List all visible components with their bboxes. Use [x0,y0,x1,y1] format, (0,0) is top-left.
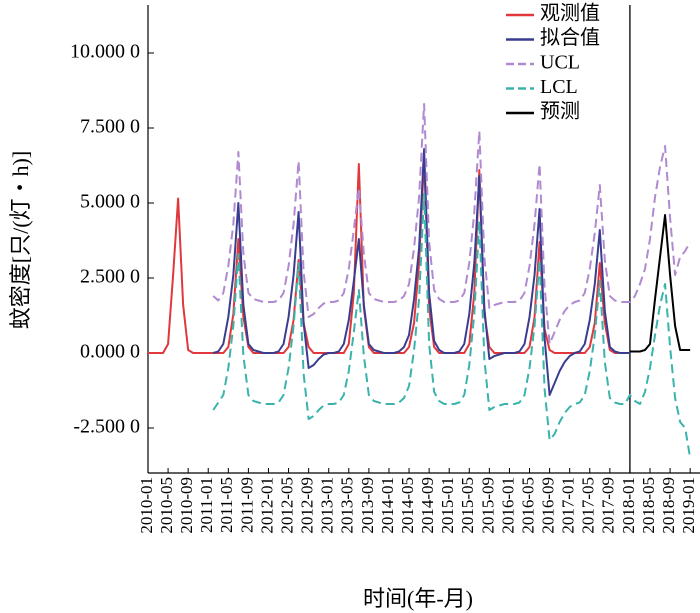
y-tick-label: -2.500 0 [73,416,140,438]
x-tick-label: 2012-01 [257,477,276,534]
series-line [629,214,691,353]
x-tick-label: 2018-05 [639,477,658,534]
x-tick-label: 2011-05 [217,477,236,533]
x-tick-label: 2010-05 [157,477,176,534]
x-tick-label: 2018-09 [659,477,678,534]
x-tick-label: 2016-05 [518,477,537,534]
series-line [212,103,692,345]
legend-label: 预测 [540,100,580,123]
x-tick-label: 2016-01 [498,477,517,534]
x-tick-label: 2015-01 [438,477,457,534]
x-tick-label: 2010-09 [177,477,196,534]
y-tick-label: 0.000 0 [80,341,140,363]
y-axis-label: 蚊密度[只/(灯・h)] [8,151,33,329]
y-tick-label: 7.500 0 [80,116,140,138]
x-tick-label: 2019-01 [679,477,698,534]
x-axis-label: 时间(年-月) [363,586,473,611]
x-tick-label: 2014-05 [398,477,417,534]
legend-label: UCL [540,52,580,74]
x-tick-label: 2013-01 [318,477,337,534]
x-tick-label: 2010-01 [137,477,156,534]
x-tick-label: 2012-05 [277,477,296,534]
x-tick-label: 2018-01 [619,477,638,534]
y-tick-label: 2.500 0 [80,266,140,288]
legend-label: 拟合值 [540,26,600,49]
x-tick-label: 2012-09 [298,477,317,534]
x-tick-label: 2015-09 [478,477,497,534]
x-tick-label: 2013-05 [338,477,357,534]
series-line [212,148,630,396]
x-tick-label: 2015-05 [458,477,477,534]
x-tick-label: 2016-09 [539,477,558,534]
x-tick-label: 2017-09 [599,477,618,534]
y-tick-label: 5.000 0 [80,191,140,213]
x-tick-label: 2013-09 [358,477,377,534]
x-tick-label: 2011-09 [237,477,256,533]
x-tick-label: 2014-09 [418,477,437,534]
x-tick-label: 2017-01 [559,477,578,534]
x-tick-label: 2017-05 [579,477,598,534]
legend-label: 观测值 [540,2,600,25]
x-tick-label: 2014-01 [378,477,397,534]
y-tick-label: 10.000 0 [70,41,140,63]
legend-label: LCL [540,76,578,98]
series-line [212,193,692,459]
x-tick-label: 2011-01 [197,477,216,533]
